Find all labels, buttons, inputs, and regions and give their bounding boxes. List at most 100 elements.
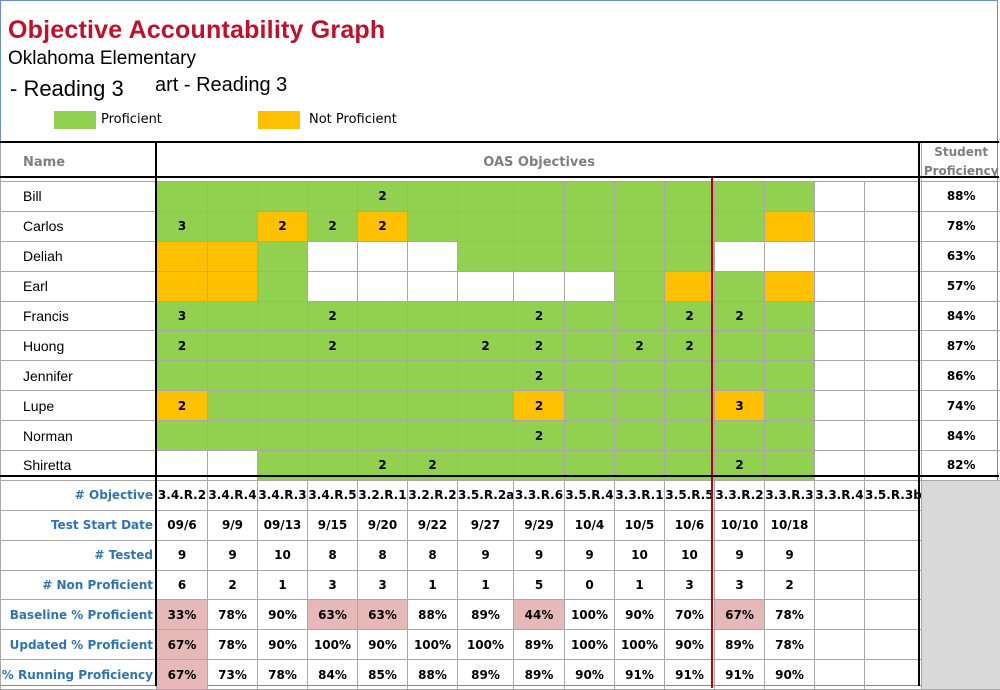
summary-cell bbox=[865, 510, 922, 540]
objective-cell bbox=[258, 421, 308, 451]
summary-cell: 1 bbox=[458, 570, 514, 600]
objective-cell: 2 bbox=[358, 182, 408, 212]
objective-cell bbox=[208, 211, 258, 241]
summary-cell: 88% bbox=[408, 600, 458, 630]
student-proficiency-value: 87% bbox=[922, 331, 1000, 361]
summary-cell: 90% bbox=[665, 630, 715, 660]
objective-cell: 2 bbox=[514, 391, 565, 421]
summary-cell bbox=[815, 570, 865, 600]
summary-cell: 78% bbox=[765, 600, 815, 630]
objective-cell bbox=[358, 301, 408, 331]
legend-not-proficient-swatch bbox=[258, 111, 300, 129]
header-bottom-border bbox=[0, 176, 999, 178]
objective-cell bbox=[665, 241, 715, 271]
objective-cell: 2 bbox=[665, 301, 715, 331]
summary-cell: 3 bbox=[308, 570, 358, 600]
objective-cell bbox=[565, 361, 615, 391]
objective-cell bbox=[615, 421, 665, 451]
summary-cell: 33% bbox=[157, 600, 208, 630]
objective-cell: 2 bbox=[458, 331, 514, 361]
objective-cell bbox=[408, 241, 458, 271]
student-name: Norman bbox=[1, 421, 157, 451]
student-name: Deliah bbox=[1, 241, 157, 271]
summary-row-label: Updated % Proficient bbox=[1, 630, 157, 660]
summary-cell: 9/27 bbox=[458, 510, 514, 540]
summary-cell: 91% bbox=[615, 660, 665, 690]
summary-cell: 3 bbox=[665, 570, 715, 600]
table-border-line bbox=[155, 142, 157, 686]
summary-cell bbox=[865, 660, 922, 690]
summary-cell: 0 bbox=[565, 570, 615, 600]
objective-cell bbox=[308, 241, 358, 271]
objective-cell bbox=[715, 331, 765, 361]
objective-cell bbox=[815, 271, 865, 301]
summary-cell: 2 bbox=[208, 570, 258, 600]
summary-cell: 1 bbox=[408, 570, 458, 600]
objective-cell: 2 bbox=[258, 211, 308, 241]
objective-cell: 3 bbox=[157, 301, 208, 331]
objective-cell bbox=[765, 182, 815, 212]
objective-cell bbox=[358, 421, 408, 451]
summary-cell: 3.2.R.2 bbox=[408, 480, 458, 510]
summary-cell: 9/20 bbox=[358, 510, 408, 540]
summary-cell: 90% bbox=[258, 630, 308, 660]
summary-cell: 89% bbox=[514, 630, 565, 660]
objective-cell bbox=[308, 182, 358, 212]
objective-cell bbox=[865, 241, 922, 271]
objective-cell bbox=[208, 301, 258, 331]
objective-cell bbox=[208, 241, 258, 271]
objective-cell bbox=[408, 182, 458, 212]
objective-cell bbox=[615, 301, 665, 331]
summary-cell: 70% bbox=[665, 600, 715, 630]
objective-cell bbox=[665, 391, 715, 421]
objective-cell bbox=[358, 241, 408, 271]
summary-cell: 100% bbox=[565, 630, 615, 660]
summary-cell: 100% bbox=[308, 630, 358, 660]
objective-cell bbox=[765, 391, 815, 421]
objective-cell bbox=[258, 331, 308, 361]
objective-cell: 2 bbox=[514, 301, 565, 331]
summary-cell bbox=[815, 660, 865, 690]
objective-cell bbox=[565, 301, 615, 331]
summary-cell: 9/9 bbox=[208, 510, 258, 540]
summary-cell: 63% bbox=[308, 600, 358, 630]
objective-cell bbox=[157, 361, 208, 391]
section-divider bbox=[0, 475, 999, 477]
objective-cell bbox=[815, 331, 865, 361]
student-name: Huong bbox=[1, 331, 157, 361]
objective-cell bbox=[208, 361, 258, 391]
current-date-divider bbox=[711, 178, 713, 688]
objective-cell bbox=[458, 391, 514, 421]
summary-cell bbox=[815, 630, 865, 660]
objective-cell bbox=[458, 421, 514, 451]
objective-cell bbox=[565, 211, 615, 241]
student-proficiency-value: 88% bbox=[922, 182, 1000, 212]
objective-cell bbox=[358, 391, 408, 421]
objective-cell bbox=[815, 301, 865, 331]
objective-cell bbox=[514, 271, 565, 301]
summary-cell: 67% bbox=[157, 660, 208, 690]
objective-cell bbox=[358, 271, 408, 301]
objective-cell: 2 bbox=[514, 421, 565, 451]
objective-cell: 2 bbox=[715, 301, 765, 331]
objective-cell bbox=[565, 391, 615, 421]
summary-cell: 78% bbox=[765, 630, 815, 660]
objective-cell bbox=[157, 271, 208, 301]
objective-cell bbox=[408, 271, 458, 301]
objective-cell bbox=[157, 421, 208, 451]
summary-cell: 9 bbox=[208, 540, 258, 570]
student-name: Carlos bbox=[1, 211, 157, 241]
objective-cell bbox=[565, 182, 615, 212]
summary-cell: 78% bbox=[208, 600, 258, 630]
student-proficiency-value: 57% bbox=[922, 271, 1000, 301]
summary-cell: 10/10 bbox=[715, 510, 765, 540]
summary-cell: 10/18 bbox=[765, 510, 815, 540]
summary-cell bbox=[815, 540, 865, 570]
summary-cell: 3.3.R.1 bbox=[615, 480, 665, 510]
summary-cell: 9 bbox=[458, 540, 514, 570]
accountability-table: Name OAS Objectives Student Proficiency … bbox=[0, 142, 1000, 690]
